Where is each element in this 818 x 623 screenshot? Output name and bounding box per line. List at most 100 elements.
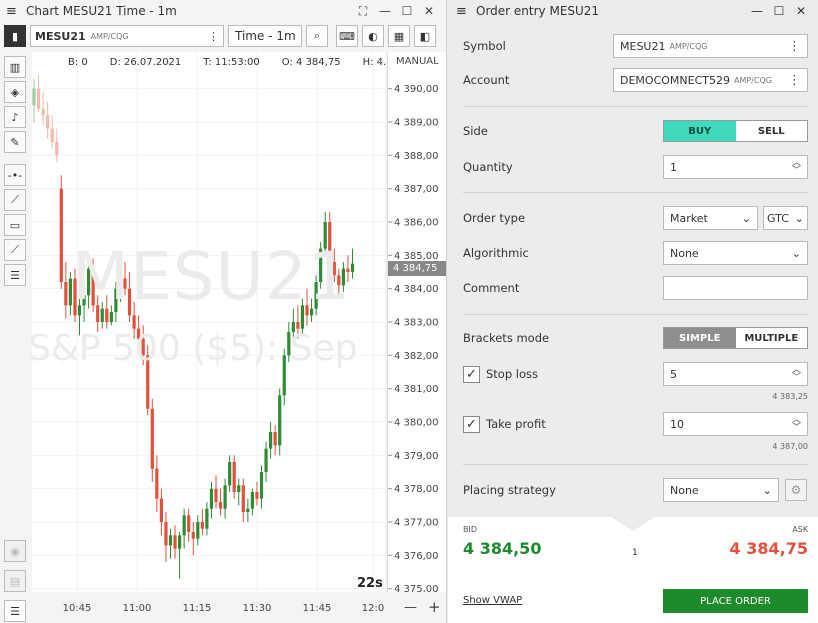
price-axis[interactable]: 4 390,00 4 389,00 4 388,00 4 387,00 4 386,00… [387,52,446,595]
take-profit-value[interactable]: 10 [670,417,684,431]
briefcase-icon[interactable]: ▦ [388,25,410,47]
candle-body [305,305,309,316]
zoom-in-button[interactable]: + [428,598,441,616]
info-o: O: 4 384,75 [281,57,341,68]
time-axis-ticks: 10:45 11:00 11:15 11:30 11:45 12:0 [63,603,385,614]
stepper-arrows-icon[interactable]: ︿ ﹀ [791,415,801,433]
time-tick-label: 11:30 [243,603,272,614]
stop-loss-value[interactable]: 5 [670,367,677,381]
candle-body [291,322,295,332]
more-icon[interactable]: ⋮ [208,29,219,43]
more-icon[interactable]: ⋮ [788,38,801,54]
minimize-icon[interactable]: — [751,4,763,18]
symbol-source: AMP/CQG [669,41,708,51]
maximize-icon[interactable]: ☐ [401,4,413,18]
candle-body [209,488,214,509]
candle-body [105,308,109,322]
divider [463,464,808,465]
comment-label: Comment [463,281,520,295]
keyboard-icon[interactable]: ⌨ [336,25,358,47]
chevron-down-icon: ⌄ [762,483,772,497]
candle-body [264,448,268,472]
tif-value: GTC [767,211,789,225]
alert-bell-icon[interactable]: ♪ [4,106,26,128]
show-vwap-link[interactable]: Show VWAP [463,595,523,606]
close-icon[interactable]: ✕ [423,4,435,18]
layers-icon[interactable]: ◈ [4,81,26,103]
quantity-stepper[interactable]: 1 ︿ ﹀ [663,155,808,179]
quantity-value[interactable]: 1 [670,160,677,174]
time-tick-label: 11:15 [183,603,212,614]
algorithmic-select[interactable]: None ⌄ [663,241,808,265]
take-profit-checkbox[interactable]: ✓ [463,415,480,433]
drawing-tools: ▥ ◈ ♪ ✎ -•- ⟋ ▭ ⟋ ☰ [4,56,26,289]
gear-icon[interactable]: ⚙ [785,479,807,501]
candle-body [114,288,118,312]
account-field[interactable]: DEMOCOMNECT529 AMP/CQG ⋮ [613,68,808,92]
maximize-icon[interactable]: ☐ [773,4,785,18]
brackets-toggle[interactable]: SIMPLE MULTIPLE [663,327,808,349]
close-icon[interactable]: ✕ [795,4,807,18]
candle-body [55,142,59,156]
hamburger-menu-icon[interactable]: ≡ [6,3,17,19]
indicators-icon[interactable]: ▥ [4,56,26,78]
pencil-icon[interactable]: ✎ [4,131,26,153]
order-type-label: Order type [463,211,526,225]
minimize-icon[interactable]: — [379,4,391,18]
horizontal-line-icon[interactable]: -•- [4,164,26,186]
take-profit-label: Take profit [486,417,546,431]
stepper-arrows-icon[interactable]: ︿ ﹀ [791,365,801,383]
ask-value[interactable]: 4 384,75 [729,539,808,558]
panel-toggle-icon[interactable]: ▮ [4,25,26,47]
candle-body [300,305,305,329]
stop-loss-checkbox[interactable]: ✓ [463,365,480,383]
rectangle-icon[interactable]: ▭ [4,214,26,236]
fibonacci-icon[interactable]: ⟋ [4,239,26,261]
stepper-arrows-icon[interactable]: ︿ ﹀ [791,158,801,176]
placing-strategy-select[interactable]: None ⌄ [663,478,779,502]
stop-loss-stepper[interactable]: 5 ︿ ﹀ [663,362,808,386]
trend-line-icon[interactable]: ⟋ [4,189,26,211]
time-tick-label: 11:00 [123,603,152,614]
order-type-value: Market [670,211,708,225]
text-tool-icon[interactable]: ☰ [4,264,26,286]
mouse-icon[interactable]: ◐ [362,25,384,47]
eye-icon[interactable]: ◉ [4,540,26,562]
timeframe-selector[interactable]: Time - 1m [228,25,302,47]
symbol-field[interactable]: MESU21 AMP/CQG ⋮ [613,34,808,58]
order-type-select[interactable]: Market ⌄ [663,206,758,230]
candle-body [341,268,345,286]
candle-body [309,308,314,316]
place-order-button[interactable]: PLACE ORDER [663,589,808,613]
symbol-selector[interactable]: MESU21 AMP/CQG ⋮ [30,25,224,47]
simple-button[interactable]: SIMPLE [664,328,736,348]
trash-icon[interactable]: ▤ [4,570,26,592]
take-profit-stepper[interactable]: 10 ︿ ﹀ [663,412,808,436]
tif-select[interactable]: GTC ⌄ [763,206,808,230]
expand-icon[interactable]: ⛶ [358,3,368,18]
hamburger-menu-icon[interactable]: ≡ [456,3,467,19]
candle-body [173,535,177,549]
candle-body [273,432,277,446]
candle-body [218,502,223,509]
find-icon[interactable]: ⌕ [306,25,328,47]
side-toggle[interactable]: BUY SELL [663,120,808,142]
multiple-button[interactable]: MULTIPLE [744,332,799,344]
price-tick-label: 4 390,00 [394,84,439,95]
sell-button[interactable]: SELL [757,125,785,137]
chart-plot-area[interactable] [32,52,385,592]
comment-input[interactable] [663,276,808,300]
buy-button[interactable]: BUY [664,121,736,141]
candle-body [87,268,91,296]
more-icon[interactable]: ⋮ [788,72,801,88]
candle-body [278,395,282,446]
candle-body [200,522,204,529]
sidebar-icon[interactable]: ◧ [414,25,436,47]
list-icon[interactable]: ☰ [4,600,26,622]
account-source: AMP/CQG [733,75,772,85]
scale-mode[interactable]: MANUAL [396,56,439,67]
bid-value[interactable]: 4 384,50 [463,539,542,558]
candle-body [123,278,127,289]
zoom-out-button[interactable]: — [404,600,417,615]
time-axis[interactable]: 10:45 11:00 11:15 11:30 11:45 12:0 [32,595,446,621]
